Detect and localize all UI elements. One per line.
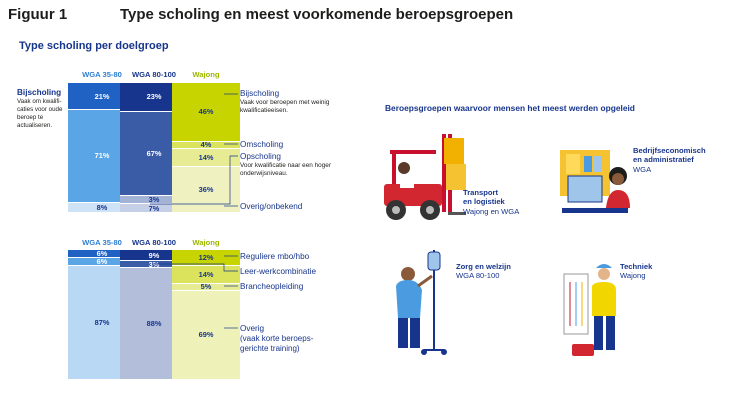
occupation-admin: Bedrijfseconomisch en administratief WGA bbox=[633, 146, 706, 174]
left-label-bijscholing-title: Bijscholing bbox=[17, 88, 62, 97]
legend-leerwerk: Leer-werkcombinatie bbox=[240, 267, 316, 276]
col-head-wga80100-2: WGA 80-100 bbox=[131, 238, 177, 247]
chart-subtitle: Type scholing per doelgroep bbox=[19, 40, 169, 52]
bar-segment-wajong-2: 4% bbox=[172, 140, 240, 149]
bar-segment-wajong-2: 14% bbox=[172, 265, 240, 284]
legend-branche: Brancheopleiding bbox=[240, 282, 304, 291]
bar-segment-wajong-4: 36% bbox=[172, 167, 240, 213]
bar-segment-wajong-1: 46% bbox=[172, 83, 240, 142]
connector-leerwerk bbox=[152, 263, 238, 272]
technician-icon bbox=[563, 264, 616, 356]
legend-regulier: Reguliere mbo/hbo bbox=[240, 252, 310, 261]
col-head-wga80100: WGA 80-100 bbox=[131, 70, 177, 79]
legend-bijscholing-note: Vaak voor beroepen met weinig kwalificat… bbox=[240, 98, 330, 114]
occupation-zorg-line1: Zorg en welzijn bbox=[456, 262, 511, 271]
legend-overig-2-title: Overig bbox=[240, 324, 265, 333]
figure-title: Type scholing en meest voorkomende beroe… bbox=[120, 6, 514, 23]
occupation-transport: Transport en logistiek Wajong en WGA bbox=[463, 188, 519, 216]
occupation-transport-groups: Wajong en WGA bbox=[463, 206, 520, 216]
occupation-admin-line2: en administratief bbox=[633, 155, 694, 165]
occupation-transport-line1: Transport bbox=[463, 188, 499, 197]
bar-segment-wga-35-80-2: 6% bbox=[68, 257, 136, 266]
office-worker-icon bbox=[560, 150, 630, 213]
col-head-wajong: Wajong bbox=[192, 70, 220, 79]
bar-segment-wajong-3: 14% bbox=[172, 149, 240, 168]
left-label-bijscholing-note: Vaak om kwalifi- caties voor oude beroep… bbox=[17, 98, 63, 129]
occupation-techniek-line1: Techniek bbox=[620, 262, 653, 271]
legend-bijscholing-title: Bijscholing bbox=[240, 89, 280, 98]
occupation-techniek: Techniek Wajong bbox=[620, 262, 652, 281]
nurse-iv-icon bbox=[396, 250, 447, 355]
occupation-admin-groups: WGA bbox=[633, 164, 652, 174]
legend-bijscholing: Bijscholing Vaak voor beroepen met weini… bbox=[240, 89, 340, 115]
occupation-techniek-groups: Wajong bbox=[620, 271, 646, 281]
bar-segment-wga-80-100-1: 9% bbox=[120, 250, 188, 262]
col-head-wga3580-2: WGA 35-80 bbox=[82, 238, 122, 247]
figure-label: Figuur 1 bbox=[8, 6, 68, 23]
bar-segment-wga-35-80-4: 8% bbox=[68, 202, 136, 213]
bar-segment-wga-80-100-4: 7% bbox=[120, 204, 188, 213]
legend-omscholing: Omscholing bbox=[240, 140, 284, 149]
occupation-transport-line2: en logistiek bbox=[463, 197, 505, 207]
bar-segment-wajong-4: 69% bbox=[172, 290, 240, 380]
legend-overig-onbekend: Overig/onbekend bbox=[240, 202, 303, 211]
occupation-zorg-groups: WGA 80-100 bbox=[456, 271, 500, 281]
col-head-wga3580: WGA 35-80 bbox=[82, 70, 122, 79]
bar-segment-wajong-1: 12% bbox=[172, 250, 240, 266]
legend-opscholing: Opscholing Voor kwalificatie naar een ho… bbox=[240, 152, 340, 178]
legend-overig-2: Overig (vaak korte beroeps- gerichte tra… bbox=[240, 324, 340, 354]
occupation-zorg: Zorg en welzijn WGA 80-100 bbox=[456, 262, 511, 281]
legend-overig-2-note: (vaak korte beroeps- gerichte training) bbox=[240, 333, 314, 353]
bar-segment-wga-35-80-1: 6% bbox=[68, 249, 136, 258]
legend-opscholing-note: Voor kwalificatie naar een hoger onderwi… bbox=[240, 161, 331, 177]
forklift-icon bbox=[384, 134, 466, 220]
col-head-wajong-2: Wajong bbox=[192, 238, 220, 247]
occupation-admin-line1: Bedrijfseconomisch bbox=[633, 146, 706, 155]
left-label-bijscholing: Bijscholing Vaak om kwalifi- caties voor… bbox=[17, 88, 73, 129]
legend-opscholing-title: Opscholing bbox=[240, 152, 281, 161]
occupations-title: Beroepsgroepen waarvoor mensen het meest… bbox=[385, 103, 635, 113]
connector-opscholing bbox=[150, 155, 238, 205]
bar-segment-wajong-3: 5% bbox=[172, 282, 240, 291]
